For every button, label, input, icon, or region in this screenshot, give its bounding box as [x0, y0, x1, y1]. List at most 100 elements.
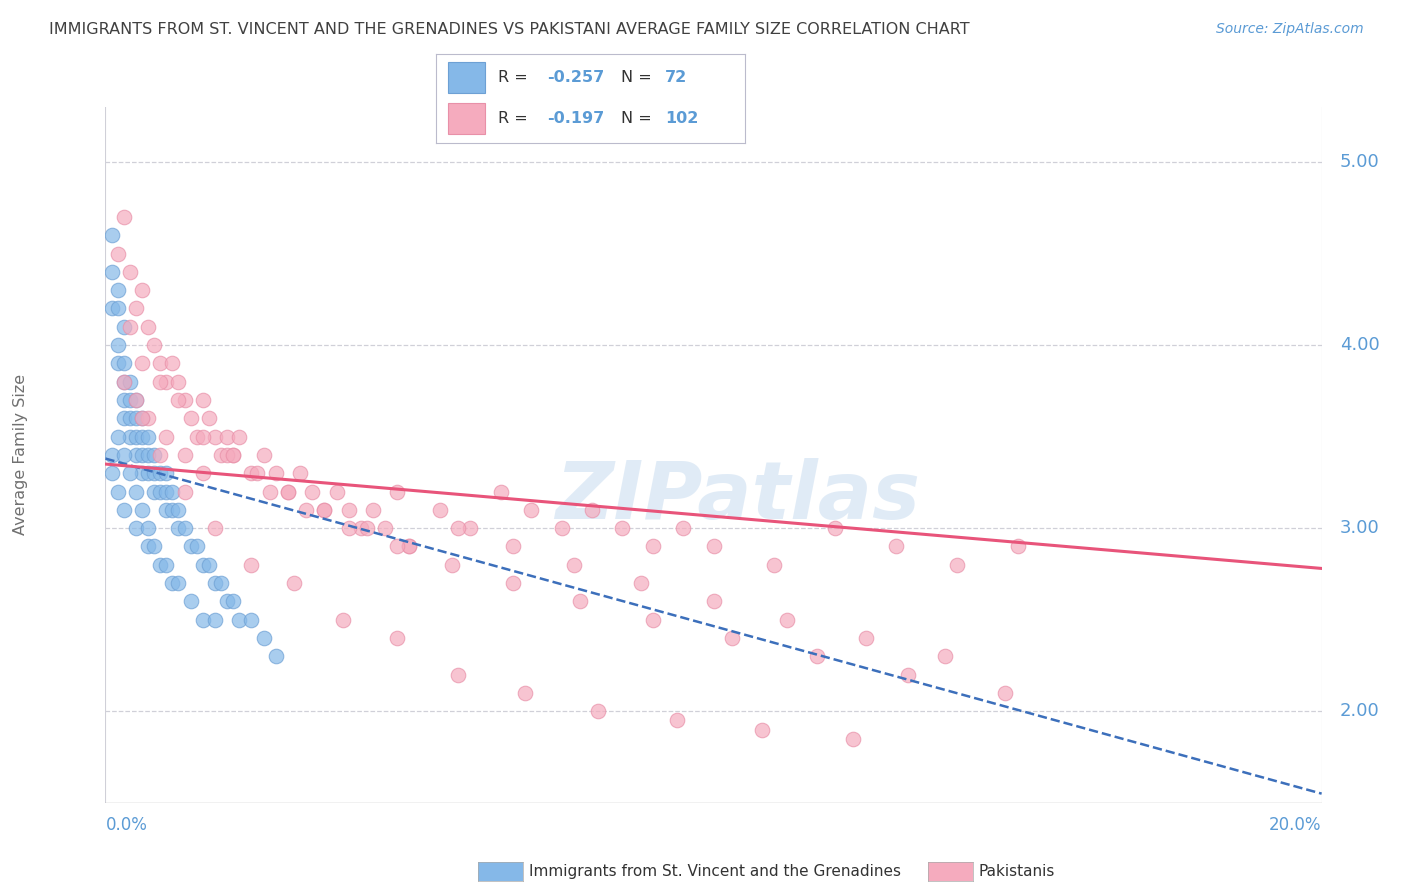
- Point: [502, 576, 524, 591]
- Point: [136, 540, 159, 554]
- Point: [107, 301, 129, 316]
- Point: [155, 558, 177, 572]
- Point: [143, 467, 166, 481]
- Point: [387, 540, 409, 554]
- Text: IMMIGRANTS FROM ST. VINCENT AND THE GRENADINES VS PAKISTANI AVERAGE FAMILY SIZE : IMMIGRANTS FROM ST. VINCENT AND THE GREN…: [49, 22, 970, 37]
- Point: [112, 375, 135, 389]
- Point: [283, 576, 305, 591]
- Point: [520, 503, 543, 517]
- Point: [162, 503, 184, 517]
- Point: [125, 392, 148, 407]
- Point: [167, 521, 190, 535]
- Point: [149, 448, 172, 462]
- Point: [136, 467, 159, 481]
- Point: [125, 429, 148, 443]
- Point: [191, 467, 214, 481]
- Point: [672, 521, 695, 535]
- Point: [314, 503, 336, 517]
- Point: [155, 503, 177, 517]
- Point: [855, 631, 877, 645]
- Point: [125, 484, 148, 499]
- Point: [441, 558, 464, 572]
- Point: [180, 411, 202, 425]
- Point: [240, 467, 263, 481]
- Point: [149, 356, 172, 370]
- Point: [398, 540, 420, 554]
- Text: 0.0%: 0.0%: [105, 815, 148, 834]
- Point: [204, 429, 226, 443]
- Point: [131, 411, 153, 425]
- Text: 4.00: 4.00: [1340, 336, 1379, 354]
- Point: [191, 392, 214, 407]
- Text: 5.00: 5.00: [1340, 153, 1379, 171]
- Point: [204, 576, 226, 591]
- Point: [112, 319, 135, 334]
- Point: [149, 484, 172, 499]
- Point: [702, 540, 725, 554]
- Text: Immigrants from St. Vincent and the Grenadines: Immigrants from St. Vincent and the Gren…: [529, 864, 901, 879]
- Point: [259, 484, 281, 499]
- Point: [222, 448, 245, 462]
- Point: [143, 540, 166, 554]
- Point: [204, 521, 226, 535]
- Bar: [449, 103, 485, 134]
- Point: [125, 448, 148, 462]
- Point: [112, 448, 135, 462]
- Point: [107, 356, 129, 370]
- Point: [118, 265, 141, 279]
- Point: [107, 484, 129, 499]
- Point: [264, 467, 287, 481]
- Text: 20.0%: 20.0%: [1270, 815, 1322, 834]
- Bar: [449, 62, 485, 93]
- Point: [209, 576, 232, 591]
- Point: [350, 521, 373, 535]
- Point: [222, 448, 245, 462]
- Point: [240, 613, 263, 627]
- Point: [107, 338, 129, 352]
- Text: 2.00: 2.00: [1340, 702, 1379, 720]
- Point: [264, 649, 287, 664]
- Point: [131, 503, 153, 517]
- Point: [429, 503, 451, 517]
- Point: [155, 375, 177, 389]
- Point: [167, 392, 190, 407]
- Point: [131, 283, 153, 297]
- Point: [228, 613, 250, 627]
- Point: [458, 521, 481, 535]
- Point: [131, 448, 153, 462]
- Point: [641, 540, 664, 554]
- Point: [301, 484, 323, 499]
- Point: [489, 484, 512, 499]
- Point: [136, 429, 159, 443]
- Point: [630, 576, 652, 591]
- Point: [198, 558, 221, 572]
- Point: [118, 467, 141, 481]
- Point: [945, 558, 967, 572]
- Point: [897, 667, 920, 681]
- Point: [191, 429, 214, 443]
- Point: [209, 448, 232, 462]
- Point: [136, 319, 159, 334]
- Text: N =: N =: [621, 70, 652, 85]
- Point: [550, 521, 572, 535]
- Point: [125, 411, 148, 425]
- Point: [204, 613, 226, 627]
- Point: [131, 356, 153, 370]
- Point: [666, 714, 689, 728]
- Point: [447, 667, 470, 681]
- Point: [112, 375, 135, 389]
- Point: [118, 392, 141, 407]
- Text: Source: ZipAtlas.com: Source: ZipAtlas.com: [1216, 22, 1364, 37]
- Point: [136, 411, 159, 425]
- Point: [288, 467, 311, 481]
- Point: [155, 429, 177, 443]
- Text: 102: 102: [665, 112, 699, 126]
- Point: [775, 613, 797, 627]
- Point: [107, 283, 129, 297]
- Text: ZIPatlas: ZIPatlas: [555, 458, 921, 536]
- Point: [884, 540, 907, 554]
- Point: [112, 356, 135, 370]
- Point: [277, 484, 299, 499]
- Point: [167, 576, 190, 591]
- Point: [824, 521, 846, 535]
